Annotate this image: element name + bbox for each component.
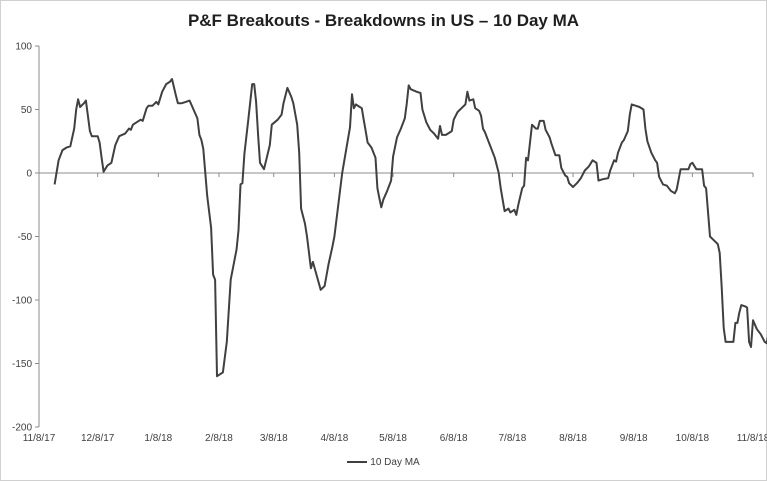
x-tick-label: 1/8/18 [144, 433, 172, 444]
legend-label: 10 Day MA [370, 457, 420, 468]
x-tick-label: 5/8/18 [379, 433, 407, 444]
legend-swatch [347, 461, 368, 464]
x-tick-label: 11/8/18 [737, 433, 767, 444]
x-tick-label: 3/8/18 [260, 433, 288, 444]
y-tick-label: 50 [21, 105, 33, 116]
x-axis-ticks: 11/8/17 12/8/17 1/8/18 2/8/18 3/8/18 4/8/18 5/… [23, 173, 767, 444]
x-tick-label: 6/8/18 [440, 433, 468, 444]
chart-axes [38, 46, 753, 427]
x-tick-label: 9/8/18 [620, 433, 648, 444]
x-tick-label: 12/8/17 [81, 433, 115, 444]
y-tick-label: 0 [26, 169, 32, 180]
x-tick-label: 2/8/18 [205, 433, 233, 444]
y-tick-label: 100 [15, 42, 32, 53]
x-tick-label: 7/8/18 [498, 433, 526, 444]
y-axis-ticks: 100 50 0 -50 -100 -150 -200 [12, 42, 39, 434]
chart-legend: 10 Day MA [0, 457, 767, 468]
x-tick-label: 8/8/18 [559, 433, 587, 444]
x-tick-label: 10/8/18 [676, 433, 710, 444]
series-line [53, 78, 767, 378]
x-tick-label: 11/8/17 [23, 433, 56, 444]
y-tick-label: -100 [12, 296, 32, 307]
x-tick-label: 4/8/18 [320, 433, 348, 444]
y-tick-label: -50 [18, 232, 33, 243]
chart-series [53, 78, 767, 378]
y-tick-label: -200 [12, 423, 32, 434]
y-tick-label: -150 [12, 359, 32, 370]
chart-title: P&F Breakouts - Breakdowns in US – 10 Da… [187, 11, 580, 30]
